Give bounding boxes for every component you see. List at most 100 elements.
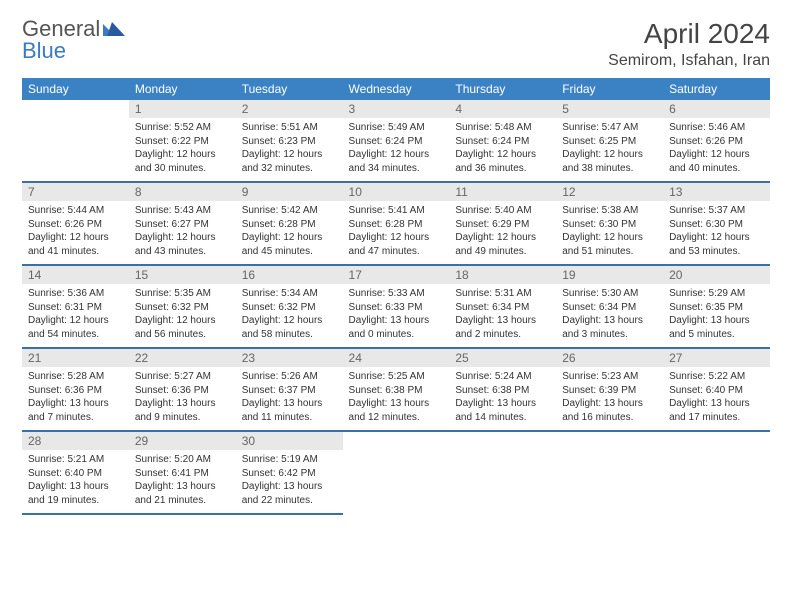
sunset-line: Sunset: 6:38 PM bbox=[455, 384, 550, 398]
day-content-cell: Sunrise: 5:52 AMSunset: 6:22 PMDaylight:… bbox=[129, 118, 236, 182]
content-row: Sunrise: 5:36 AMSunset: 6:31 PMDaylight:… bbox=[22, 284, 770, 348]
day-number-cell: 16 bbox=[236, 265, 343, 284]
day-content-cell: Sunrise: 5:29 AMSunset: 6:35 PMDaylight:… bbox=[663, 284, 770, 348]
sunrise-line: Sunrise: 5:21 AM bbox=[28, 453, 123, 467]
day-content-cell bbox=[343, 450, 450, 514]
sunrise-line: Sunrise: 5:30 AM bbox=[562, 287, 657, 301]
calendar-body: 123456Sunrise: 5:52 AMSunset: 6:22 PMDay… bbox=[22, 100, 770, 514]
sunset-line: Sunset: 6:35 PM bbox=[669, 301, 764, 315]
sunset-line: Sunset: 6:27 PM bbox=[135, 218, 230, 232]
day-number-cell: 24 bbox=[343, 348, 450, 367]
daylight-line: Daylight: 13 hours and 0 minutes. bbox=[349, 314, 444, 341]
day-content-cell: Sunrise: 5:48 AMSunset: 6:24 PMDaylight:… bbox=[449, 118, 556, 182]
day-number-cell: 7 bbox=[22, 182, 129, 201]
daylight-line: Daylight: 13 hours and 9 minutes. bbox=[135, 397, 230, 424]
sunrise-line: Sunrise: 5:20 AM bbox=[135, 453, 230, 467]
sunset-line: Sunset: 6:36 PM bbox=[28, 384, 123, 398]
sunset-line: Sunset: 6:34 PM bbox=[562, 301, 657, 315]
day-number-cell bbox=[449, 431, 556, 450]
day-number-cell: 23 bbox=[236, 348, 343, 367]
content-row: Sunrise: 5:28 AMSunset: 6:36 PMDaylight:… bbox=[22, 367, 770, 431]
day-number-cell: 14 bbox=[22, 265, 129, 284]
daylight-line: Daylight: 12 hours and 40 minutes. bbox=[669, 148, 764, 175]
day-content-cell: Sunrise: 5:22 AMSunset: 6:40 PMDaylight:… bbox=[663, 367, 770, 431]
dayhead-thu: Thursday bbox=[449, 78, 556, 100]
sunrise-line: Sunrise: 5:41 AM bbox=[349, 204, 444, 218]
day-number-cell: 10 bbox=[343, 182, 450, 201]
day-number-cell: 29 bbox=[129, 431, 236, 450]
day-content-cell: Sunrise: 5:47 AMSunset: 6:25 PMDaylight:… bbox=[556, 118, 663, 182]
day-content-cell: Sunrise: 5:44 AMSunset: 6:26 PMDaylight:… bbox=[22, 201, 129, 265]
daylight-line: Daylight: 12 hours and 38 minutes. bbox=[562, 148, 657, 175]
day-content-cell: Sunrise: 5:46 AMSunset: 6:26 PMDaylight:… bbox=[663, 118, 770, 182]
sunrise-line: Sunrise: 5:22 AM bbox=[669, 370, 764, 384]
dayhead-sun: Sunday bbox=[22, 78, 129, 100]
day-number-cell: 13 bbox=[663, 182, 770, 201]
daylight-line: Daylight: 13 hours and 7 minutes. bbox=[28, 397, 123, 424]
sunrise-line: Sunrise: 5:26 AM bbox=[242, 370, 337, 384]
day-content-cell bbox=[663, 450, 770, 514]
day-number-cell: 27 bbox=[663, 348, 770, 367]
sunrise-line: Sunrise: 5:51 AM bbox=[242, 121, 337, 135]
sunset-line: Sunset: 6:30 PM bbox=[669, 218, 764, 232]
day-number-cell: 21 bbox=[22, 348, 129, 367]
sunset-line: Sunset: 6:25 PM bbox=[562, 135, 657, 149]
logo: GeneralBlue bbox=[22, 18, 125, 62]
day-content-cell: Sunrise: 5:40 AMSunset: 6:29 PMDaylight:… bbox=[449, 201, 556, 265]
sunset-line: Sunset: 6:30 PM bbox=[562, 218, 657, 232]
sunrise-line: Sunrise: 5:43 AM bbox=[135, 204, 230, 218]
sunrise-line: Sunrise: 5:31 AM bbox=[455, 287, 550, 301]
daylight-line: Daylight: 13 hours and 16 minutes. bbox=[562, 397, 657, 424]
dayhead-fri: Friday bbox=[556, 78, 663, 100]
sunrise-line: Sunrise: 5:28 AM bbox=[28, 370, 123, 384]
day-content-cell: Sunrise: 5:33 AMSunset: 6:33 PMDaylight:… bbox=[343, 284, 450, 348]
daylight-line: Daylight: 13 hours and 11 minutes. bbox=[242, 397, 337, 424]
day-header-row: Sunday Monday Tuesday Wednesday Thursday… bbox=[22, 78, 770, 100]
daylight-line: Daylight: 13 hours and 5 minutes. bbox=[669, 314, 764, 341]
header: GeneralBlue April 2024 Semirom, Isfahan,… bbox=[22, 18, 770, 70]
calendar-table: Sunday Monday Tuesday Wednesday Thursday… bbox=[22, 78, 770, 515]
daylight-line: Daylight: 13 hours and 2 minutes. bbox=[455, 314, 550, 341]
day-content-cell: Sunrise: 5:20 AMSunset: 6:41 PMDaylight:… bbox=[129, 450, 236, 514]
day-content-cell bbox=[449, 450, 556, 514]
sunset-line: Sunset: 6:38 PM bbox=[349, 384, 444, 398]
daylight-line: Daylight: 12 hours and 41 minutes. bbox=[28, 231, 123, 258]
sunset-line: Sunset: 6:40 PM bbox=[669, 384, 764, 398]
day-content-cell: Sunrise: 5:21 AMSunset: 6:40 PMDaylight:… bbox=[22, 450, 129, 514]
day-content-cell: Sunrise: 5:49 AMSunset: 6:24 PMDaylight:… bbox=[343, 118, 450, 182]
day-number-cell: 17 bbox=[343, 265, 450, 284]
daylight-line: Daylight: 12 hours and 49 minutes. bbox=[455, 231, 550, 258]
day-content-cell: Sunrise: 5:41 AMSunset: 6:28 PMDaylight:… bbox=[343, 201, 450, 265]
sunrise-line: Sunrise: 5:33 AM bbox=[349, 287, 444, 301]
daylight-line: Daylight: 12 hours and 36 minutes. bbox=[455, 148, 550, 175]
daynum-row: 78910111213 bbox=[22, 182, 770, 201]
sunset-line: Sunset: 6:28 PM bbox=[349, 218, 444, 232]
sunrise-line: Sunrise: 5:37 AM bbox=[669, 204, 764, 218]
day-content-cell: Sunrise: 5:27 AMSunset: 6:36 PMDaylight:… bbox=[129, 367, 236, 431]
daylight-line: Daylight: 12 hours and 45 minutes. bbox=[242, 231, 337, 258]
dayhead-tue: Tuesday bbox=[236, 78, 343, 100]
daylight-line: Daylight: 12 hours and 32 minutes. bbox=[242, 148, 337, 175]
daylight-line: Daylight: 13 hours and 12 minutes. bbox=[349, 397, 444, 424]
day-content-cell bbox=[22, 118, 129, 182]
dayhead-mon: Monday bbox=[129, 78, 236, 100]
month-title: April 2024 bbox=[608, 18, 770, 50]
day-number-cell: 25 bbox=[449, 348, 556, 367]
day-content-cell: Sunrise: 5:19 AMSunset: 6:42 PMDaylight:… bbox=[236, 450, 343, 514]
day-number-cell bbox=[556, 431, 663, 450]
sunset-line: Sunset: 6:31 PM bbox=[28, 301, 123, 315]
sunrise-line: Sunrise: 5:52 AM bbox=[135, 121, 230, 135]
day-number-cell: 26 bbox=[556, 348, 663, 367]
sunset-line: Sunset: 6:32 PM bbox=[135, 301, 230, 315]
sunrise-line: Sunrise: 5:47 AM bbox=[562, 121, 657, 135]
sunrise-line: Sunrise: 5:34 AM bbox=[242, 287, 337, 301]
day-number-cell: 3 bbox=[343, 100, 450, 118]
day-content-cell: Sunrise: 5:37 AMSunset: 6:30 PMDaylight:… bbox=[663, 201, 770, 265]
day-number-cell: 15 bbox=[129, 265, 236, 284]
sunset-line: Sunset: 6:26 PM bbox=[669, 135, 764, 149]
sunrise-line: Sunrise: 5:25 AM bbox=[349, 370, 444, 384]
sunrise-line: Sunrise: 5:27 AM bbox=[135, 370, 230, 384]
day-content-cell: Sunrise: 5:51 AMSunset: 6:23 PMDaylight:… bbox=[236, 118, 343, 182]
sunset-line: Sunset: 6:26 PM bbox=[28, 218, 123, 232]
day-content-cell: Sunrise: 5:42 AMSunset: 6:28 PMDaylight:… bbox=[236, 201, 343, 265]
